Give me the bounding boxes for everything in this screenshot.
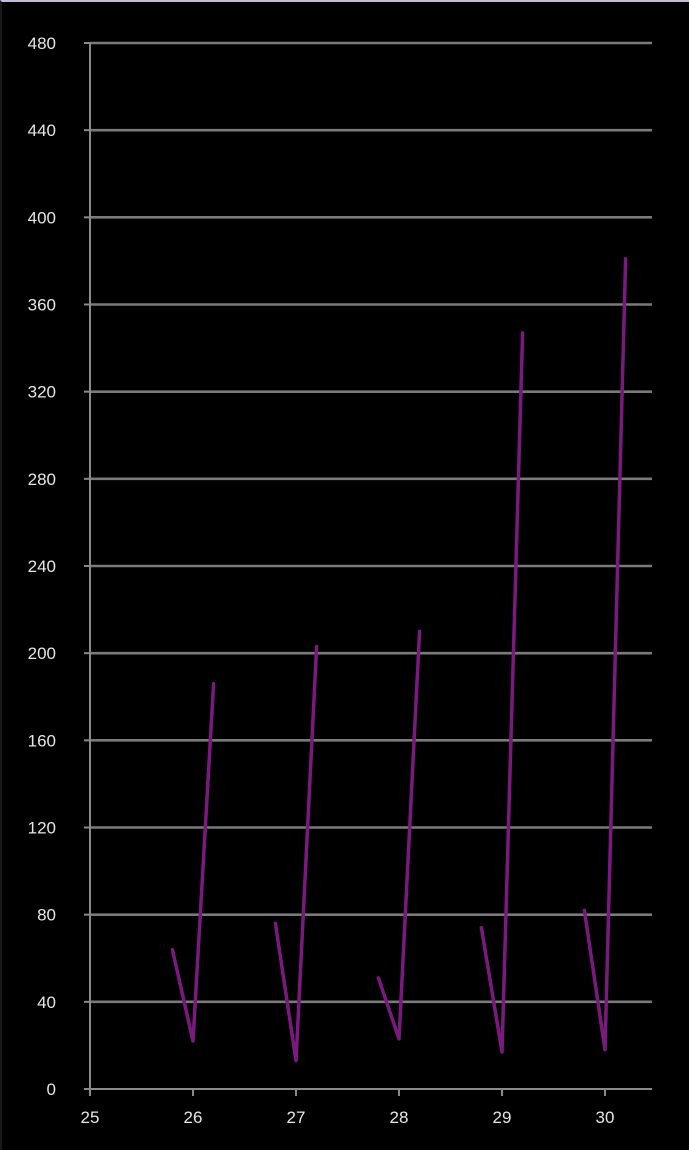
y-tick-label: 160 [28,731,56,750]
y-tick-label: 40 [37,993,56,1012]
x-tick-label: 30 [596,1108,615,1127]
y-tick-label: 0 [47,1080,56,1099]
x-tick-label: 28 [390,1108,409,1127]
y-tick-label: 200 [28,644,56,663]
y-tick-label: 280 [28,470,56,489]
y-tick-label: 120 [28,819,56,838]
series-0-segment [273,644,319,1063]
series-0-segment [376,629,422,1041]
y-tick-label: 400 [28,208,56,227]
y-tick-labels: 0 40 80 120 160 200 240 280 320 360 400 440 480 [28,34,56,1099]
y-tick-label: 440 [28,121,56,140]
y-tick-label: 320 [28,383,56,402]
x-tick-labels: 25 26 27 28 29 30 [81,1108,615,1127]
y-tick-label: 240 [28,557,56,576]
series-layer [170,256,628,1063]
x-tick-label: 27 [287,1108,306,1127]
y-tick-label: 360 [28,296,56,315]
y-tick-label: 80 [37,906,56,925]
axes [84,42,652,1096]
series-0-segment [582,256,628,1052]
x-tick-label: 26 [184,1108,203,1127]
series-0-segment [479,331,525,1054]
series-0-segment [170,681,216,1043]
x-tick-label: 29 [493,1108,512,1127]
x-tick-label: 25 [81,1108,100,1127]
y-tick-label: 480 [28,34,56,53]
grid-lines [90,41,652,1004]
